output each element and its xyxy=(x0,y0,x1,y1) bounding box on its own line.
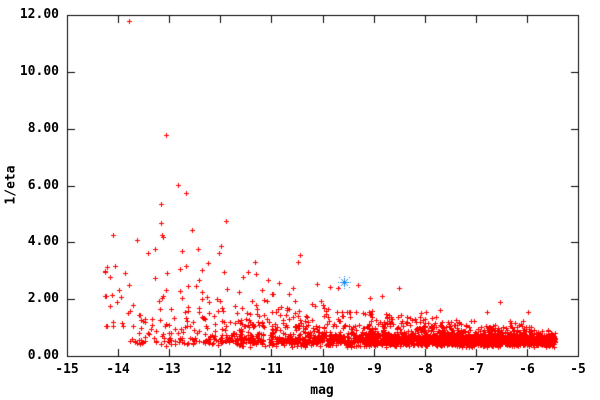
y-tick-label: 6.00 xyxy=(27,178,59,193)
y-tick-label: 12.00 xyxy=(19,7,59,22)
y-tick-label: 0.00 xyxy=(27,348,59,363)
x-tick-label: -10 xyxy=(311,362,335,377)
x-tick-label: -9 xyxy=(366,362,382,377)
x-tick-label: -11 xyxy=(259,362,283,377)
x-tick-label: -7 xyxy=(468,362,484,377)
x-tick-label: -14 xyxy=(106,362,130,377)
y-tick-label: 8.00 xyxy=(27,121,59,136)
y-tick-label: 10.00 xyxy=(19,64,59,79)
y-tick-label: 4.00 xyxy=(27,234,59,249)
y-tick-label: 2.00 xyxy=(27,291,59,306)
x-tick-label: -5 xyxy=(570,362,586,377)
x-axis-label: mag xyxy=(310,383,334,398)
x-tick-label: -13 xyxy=(157,362,181,377)
x-tick-label: -8 xyxy=(417,362,433,377)
x-tick-label: -12 xyxy=(208,362,232,377)
x-tick-label: -6 xyxy=(519,362,535,377)
x-tick-label: -15 xyxy=(55,362,79,377)
